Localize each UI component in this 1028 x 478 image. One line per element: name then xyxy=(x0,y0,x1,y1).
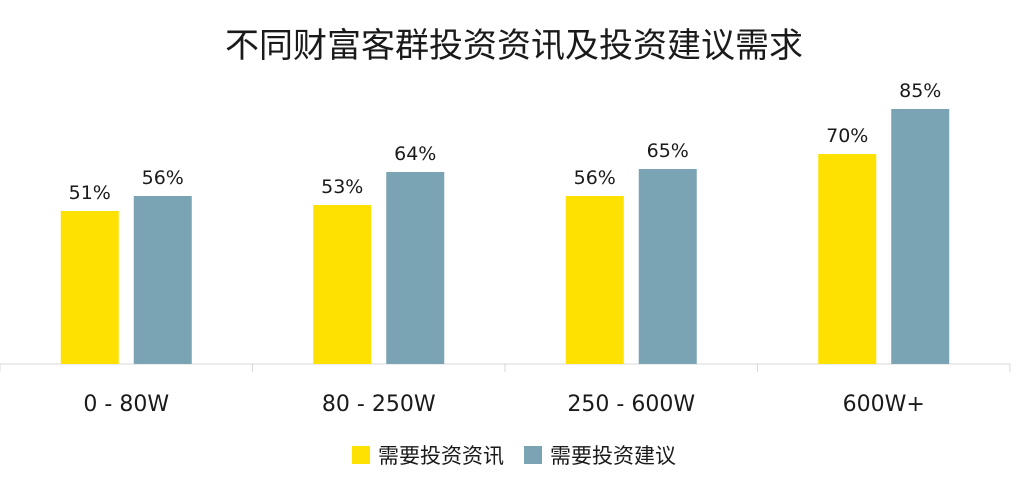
bar xyxy=(386,172,445,364)
bar xyxy=(818,154,877,364)
bar-value-label: 64% xyxy=(394,143,436,165)
legend: 需要投资资讯 需要投资建议 xyxy=(0,440,1028,470)
bar xyxy=(60,211,119,364)
bar-value-label: 56% xyxy=(574,167,616,189)
legend-swatch-advice xyxy=(524,446,542,464)
chart-title: 不同财富客群投资资讯及投资建议需求 xyxy=(225,26,803,66)
bar xyxy=(638,169,697,364)
data-labels: 51% 56% 53% 64% 56% 65% 70% 85% xyxy=(69,80,942,204)
bar-value-label: 65% xyxy=(647,140,689,162)
bar-value-label: 51% xyxy=(69,182,111,204)
legend-label-info: 需要投资资讯 xyxy=(378,444,504,468)
bar-value-label: 56% xyxy=(142,167,184,189)
legend-item-info: 需要投资资讯 xyxy=(352,440,504,470)
legend-swatch-info xyxy=(352,446,370,464)
x-tick-label: 0 - 80W xyxy=(83,392,169,417)
x-axis xyxy=(0,363,1011,372)
bar xyxy=(133,196,192,364)
legend-item-advice: 需要投资建议 xyxy=(524,440,676,470)
legend-label-advice: 需要投资建议 xyxy=(550,444,676,468)
bar xyxy=(891,109,950,364)
bars xyxy=(60,109,950,364)
bar-value-label: 85% xyxy=(899,80,941,102)
x-tick-label: 600W+ xyxy=(843,392,925,417)
x-tick-label: 250 - 600W xyxy=(567,392,695,417)
bar xyxy=(565,196,624,364)
bar-value-label: 53% xyxy=(321,176,363,198)
bar-value-label: 70% xyxy=(826,125,868,147)
x-tick-labels: 0 - 80W 80 - 250W 250 - 600W 600W+ xyxy=(83,392,924,417)
x-tick-label: 80 - 250W xyxy=(322,392,436,417)
bar xyxy=(313,205,372,364)
